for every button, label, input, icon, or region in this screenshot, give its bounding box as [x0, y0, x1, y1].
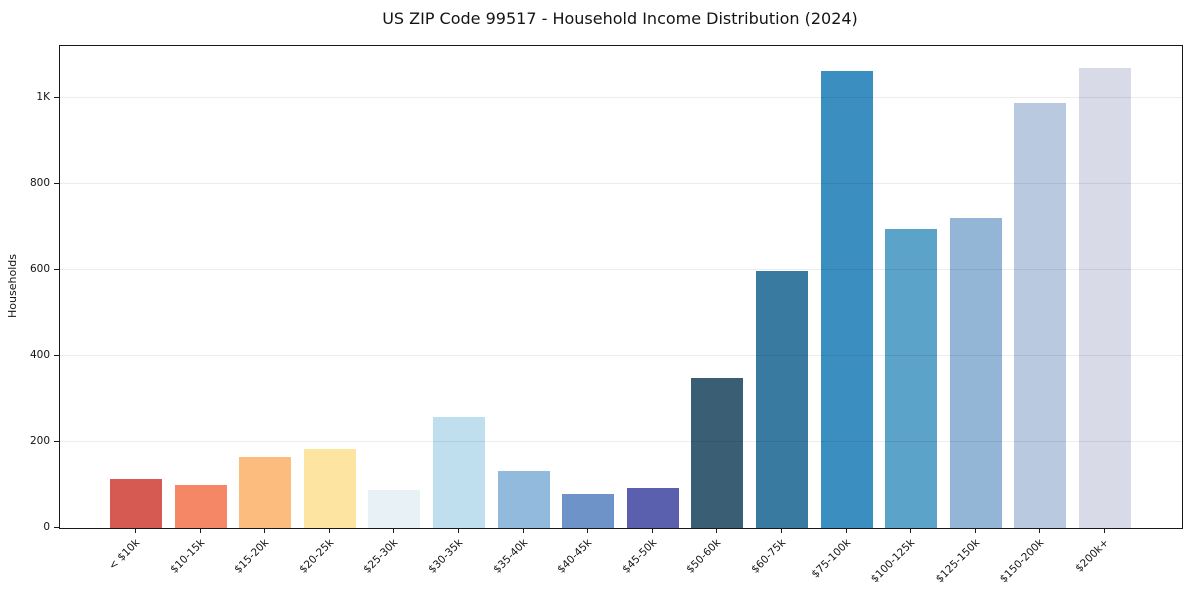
gridline-400 [60, 355, 1182, 356]
gridline-1K [60, 97, 1182, 98]
x-tick-$60-75k [781, 528, 782, 533]
bar-$10-15k [175, 485, 227, 528]
x-tick-$25-30k [393, 528, 394, 533]
bar-$125-150k [950, 218, 1002, 528]
gridline-600 [60, 269, 1182, 270]
y-tick-label-0: 0 [43, 521, 50, 533]
bar-$45-50k [627, 488, 679, 528]
bar-$150-200k [1014, 103, 1066, 528]
x-tick-$125-150k [975, 528, 976, 533]
bar-$20-25k [304, 449, 356, 528]
x-tick-$200k+ [1104, 528, 1105, 533]
bar-$50-60k [691, 378, 743, 528]
x-tick-$50-60k [716, 528, 717, 533]
x-tick-$20-25k [329, 528, 330, 533]
y-axis-label: Households [6, 254, 19, 318]
x-tick-< $10k [135, 528, 136, 533]
bar-$40-45k [562, 494, 614, 528]
bar-$25-30k [368, 490, 420, 528]
bar-$200k+ [1079, 68, 1131, 528]
x-tick-$15-20k [264, 528, 265, 533]
y-tick-200 [54, 441, 59, 442]
y-tick-label-400: 400 [29, 349, 50, 361]
x-tick-$30-35k [458, 528, 459, 533]
y-tick-label-200: 200 [29, 435, 50, 447]
y-tick-label-600: 600 [29, 263, 50, 275]
y-tick-label-800: 800 [29, 177, 50, 189]
y-tick-800 [54, 183, 59, 184]
bar-< $10k [110, 479, 162, 528]
bar-$75-100k [821, 71, 873, 528]
bar-$15-20k [239, 457, 291, 528]
x-tick-$150-200k [1039, 528, 1040, 533]
gridline-200 [60, 441, 1182, 442]
y-tick-label-1K: 1K [36, 91, 50, 103]
y-tick-0 [54, 527, 59, 528]
x-tick-$100-125k [910, 528, 911, 533]
y-tick-1K [54, 97, 59, 98]
x-tick-$10-15k [200, 528, 201, 533]
x-tick-$40-45k [587, 528, 588, 533]
bar-$35-40k [498, 471, 550, 528]
plot-area [59, 45, 1183, 529]
bar-$100-125k [885, 229, 937, 528]
gridline-800 [60, 183, 1182, 184]
x-tick-label-< $10k: < $10k [106, 536, 143, 573]
y-tick-400 [54, 355, 59, 356]
x-tick-$45-50k [652, 528, 653, 533]
x-tick-$75-100k [846, 528, 847, 533]
chart-title: US ZIP Code 99517 - Household Income Dis… [382, 9, 858, 28]
y-tick-600 [54, 269, 59, 270]
x-tick-$35-40k [523, 528, 524, 533]
bar-$30-35k [433, 417, 485, 528]
bar-$60-75k [756, 271, 808, 528]
